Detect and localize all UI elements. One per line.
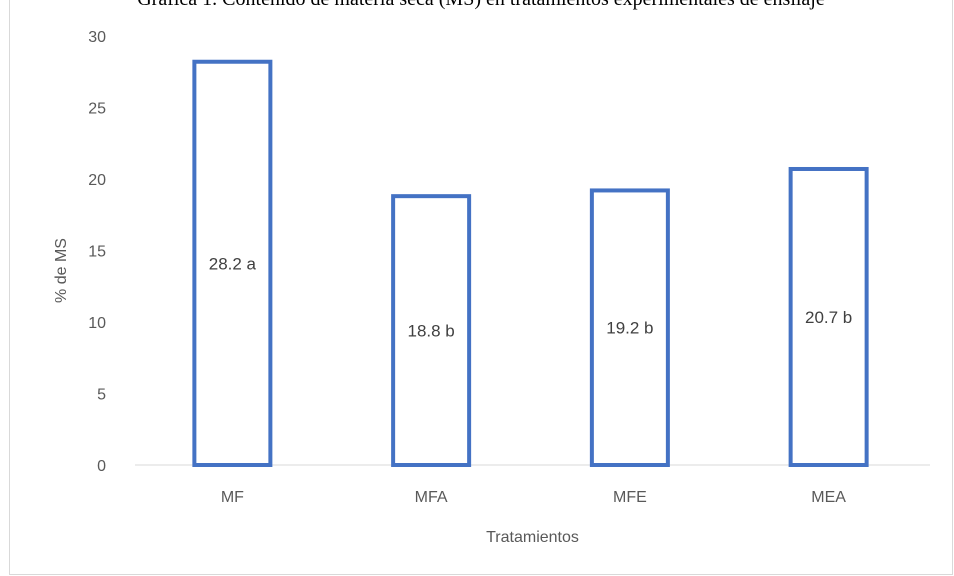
bar-mfe — [589, 188, 670, 467]
x-axis-ticks: MF MFA MFE MEA — [221, 489, 846, 506]
bar-mea — [788, 166, 869, 468]
bars: 28.2 a 18.8 b 19.2 b 20.7 b — [192, 59, 869, 468]
x-tick-label: MF — [221, 489, 244, 506]
data-label-mea: 20.7 b — [805, 308, 852, 327]
x-tick-label: MFE — [613, 489, 647, 506]
data-label-mfe: 19.2 b — [606, 319, 653, 338]
x-tick-label: MFA — [415, 489, 448, 506]
y-tick-label: 5 — [97, 387, 106, 404]
y-tick-label: 20 — [88, 172, 106, 189]
x-axis-title: Tratamientos — [486, 529, 579, 546]
bar-mf — [192, 59, 273, 468]
y-axis-title: % de MS — [53, 238, 70, 303]
y-tick-label: 25 — [88, 101, 106, 118]
y-tick-label: 15 — [88, 244, 106, 261]
x-tick-label: MEA — [811, 489, 846, 506]
y-axis-ticks: 0 5 10 15 20 25 30 — [88, 29, 106, 475]
bar-mfa — [391, 194, 472, 467]
data-label-mf: 28.2 a — [209, 254, 257, 273]
y-tick-label: 10 — [88, 315, 106, 332]
data-label-mfa: 18.8 b — [407, 322, 454, 341]
y-tick-label: 30 — [88, 29, 106, 46]
y-tick-label: 0 — [97, 458, 106, 475]
chart-title: Gráfica 1. Contenido de materia seca (MS… — [10, 0, 952, 14]
